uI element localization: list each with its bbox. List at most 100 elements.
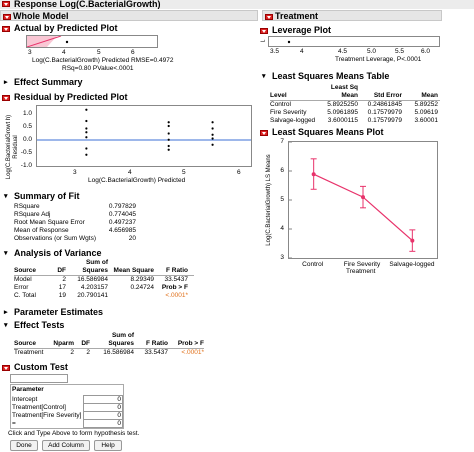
red-triangle-menu-icon[interactable]	[2, 365, 10, 371]
anova-cell	[108, 292, 154, 300]
add-column-button[interactable]: Add Column	[42, 440, 90, 451]
response-title: Response Log(C.BacterialGrowth)	[14, 0, 161, 9]
anova-cell: 20.790141	[77, 292, 108, 299]
actual-pred-header[interactable]: Actual by Predicted Plot	[2, 23, 118, 34]
treatment-header[interactable]: Treatment	[262, 10, 442, 21]
disclosure-right-icon[interactable]: ▸	[4, 309, 8, 316]
anova-title: Analysis of Variance	[14, 248, 102, 258]
custom-test-panel: Parameter Intercept Treatment[Control] T…	[10, 384, 124, 429]
ap-xlabel: Log(C.BacterialGrowth) Predicted RMSE=0.…	[32, 57, 174, 64]
lev-xtick: 5.0	[367, 48, 377, 55]
residual-point	[211, 143, 214, 146]
whole-model-header[interactable]: Whole Model	[0, 10, 258, 21]
anova-col-f: F Ratio	[165, 267, 188, 274]
coef-input-equals[interactable]: 0	[83, 419, 123, 428]
effect-tests-table: Source Nparm DF Sum of Squares F Ratio P…	[14, 332, 204, 357]
disclosure-down-icon[interactable]: ▾	[4, 193, 8, 200]
residual-point	[85, 131, 88, 134]
leverage-header[interactable]: Leverage Plot	[260, 25, 332, 36]
residual-point	[211, 133, 214, 136]
residual-plot	[36, 105, 252, 167]
sof-label: RSquare	[14, 203, 40, 210]
anova-cell: Model	[14, 276, 32, 283]
data-point	[65, 40, 69, 44]
lsm-xtick: Control	[302, 261, 324, 268]
residual-xlabel: Log(C.BacterialGrowth) Predicted	[88, 177, 186, 184]
summary-fit-header[interactable]: ▾ Summary of Fit	[4, 191, 80, 202]
response-title-bar[interactable]: Response Log(C.BacterialGrowth)	[0, 0, 474, 9]
lsm-cell: Fire Severity	[270, 109, 307, 116]
res-xtick-4: 4	[128, 169, 132, 176]
anova-cell: 0.24724	[130, 284, 155, 291]
anova-cell: Error	[14, 284, 29, 291]
effect-tests-header[interactable]: ▾ Effect Tests	[4, 320, 64, 331]
param-est-header[interactable]: ▸ Parameter Estimates	[4, 307, 103, 318]
disclosure-down-icon[interactable]: ▾	[262, 73, 266, 80]
residual-point	[85, 136, 88, 139]
lev-xtick: 6.0	[421, 48, 431, 55]
residual-point	[167, 138, 170, 141]
red-triangle-menu-icon[interactable]	[3, 14, 11, 20]
lsm-plot-header[interactable]: Least Squares Means Plot	[260, 127, 384, 138]
sof-value: 0.797829	[108, 203, 136, 210]
lsm-ytick: 5	[280, 196, 284, 203]
lev-xlabel: Treatment Leverage, P<.0001	[335, 56, 422, 63]
sof-label: RSquare Adj	[14, 211, 51, 218]
anova-pvalue: <.0001*	[165, 292, 188, 299]
anova-table: Source DF Sum of Squares Mean Square F R…	[14, 259, 194, 300]
et-cell: 2	[70, 349, 74, 356]
ap-stats: RSq=0.80 PValue<.0001	[62, 65, 134, 72]
anova-cell: 4.203157	[80, 284, 108, 291]
red-triangle-menu-icon[interactable]	[2, 26, 10, 32]
disclosure-down-icon[interactable]: ▾	[4, 322, 8, 329]
actual-pred-svg	[26, 35, 69, 48]
anova-header[interactable]: ▾ Analysis of Variance	[4, 248, 102, 259]
lsm-ytick: 4	[280, 225, 284, 232]
effect-summary-title: Effect Summary	[14, 77, 83, 87]
red-triangle-menu-icon[interactable]	[2, 95, 10, 101]
treatment-label: Treatment	[275, 11, 319, 21]
disclosure-right-icon[interactable]: ▸	[4, 79, 8, 86]
lsm-cell: 5.0961895	[327, 109, 358, 116]
leverage-svg	[287, 40, 291, 44]
lsm-table-header[interactable]: ▾ Least Squares Means Table	[262, 71, 389, 82]
res-ytick-5: -1.0	[20, 162, 32, 169]
residual-point	[167, 132, 170, 135]
res-ytick-1: 1.0	[22, 110, 32, 117]
residual-point	[211, 121, 214, 124]
lsm-xtick: Fire Severity	[343, 261, 381, 268]
done-button[interactable]: Done	[10, 440, 38, 451]
residual-point	[167, 121, 170, 124]
ap-tick-4: 4	[62, 49, 66, 56]
lsm-col-mean: Mean	[421, 92, 438, 99]
custom-test-name-input[interactable]	[10, 374, 68, 383]
sof-value: 20	[128, 235, 136, 242]
lsm-svg	[289, 141, 416, 259]
red-triangle-menu-icon[interactable]	[260, 130, 268, 136]
residual-point	[85, 153, 88, 156]
red-triangle-menu-icon[interactable]	[2, 1, 10, 7]
lsm-ytick: 7	[280, 138, 284, 145]
effect-summary-header[interactable]: ▸ Effect Summary	[4, 77, 83, 88]
lsm-table-title: Least Squares Means Table	[272, 71, 390, 81]
et-cell: 33.5437	[144, 349, 169, 356]
et-cell: 16.586984	[103, 349, 134, 356]
lsm-cell: Control	[270, 101, 291, 108]
custom-test-header[interactable]: Custom Test	[2, 362, 68, 373]
param-fire: Treatment[Fire Severity]	[12, 412, 82, 419]
residual-title: Residual by Predicted Plot	[14, 92, 128, 102]
help-button[interactable]: Help	[94, 440, 122, 451]
lsm-cell: 5.09619	[414, 109, 439, 116]
leverage-title: Leverage Plot	[272, 25, 332, 35]
disclosure-down-icon[interactable]: ▾	[4, 250, 8, 257]
residual-svg	[37, 108, 251, 156]
red-triangle-menu-icon[interactable]	[265, 14, 273, 20]
lsm-cell: 0.24861845	[367, 101, 402, 108]
anova-cell: C. Total	[14, 292, 36, 299]
residual-header[interactable]: Residual by Predicted Plot	[2, 92, 128, 103]
anova-col-ms: Mean Square	[113, 267, 154, 274]
lsm-col-level: Level	[270, 92, 287, 99]
red-triangle-menu-icon[interactable]	[260, 28, 268, 34]
lev-xtick: 3.5	[270, 48, 280, 55]
sof-value: 0.774045	[108, 211, 136, 218]
